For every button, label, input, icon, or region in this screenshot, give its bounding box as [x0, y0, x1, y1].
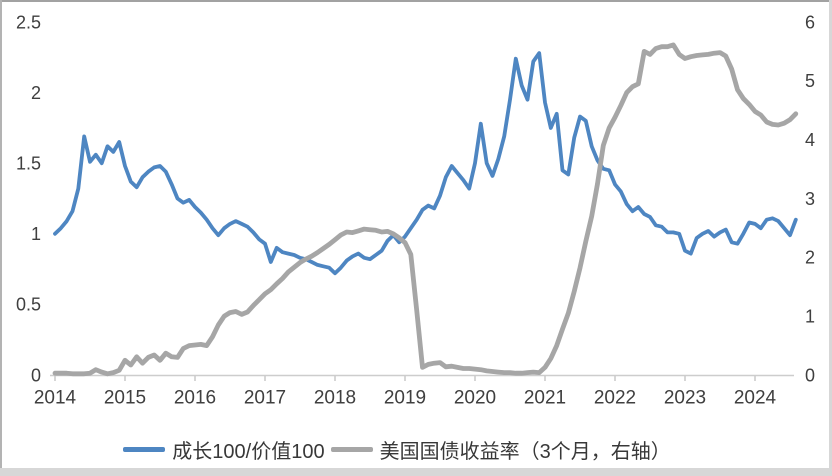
left-axis-labels: 0 0.5 1 1.5 2 2.5 [16, 12, 41, 385]
left-axis-tick-label: 0.5 [16, 295, 41, 315]
right-axis-tick-label: 0 [805, 365, 815, 385]
right-axis-tick-label: 3 [805, 189, 815, 209]
legend-item-treasury-yield: 美国国债收益率（3个月，右轴） [330, 435, 671, 464]
right-axis-tick-label: 4 [805, 130, 815, 150]
treasury-yield-line [52, 42, 799, 377]
legend-item-growth-value-ratio: 成长100/价值100 [123, 435, 325, 464]
x-axis-tick-marks [54, 376, 756, 381]
legend-label-growth-value-ratio: 成长100/价值100 [172, 440, 325, 463]
x-axis-tick-label: 2017 [244, 388, 286, 409]
right-axis-tick-label: 6 [805, 12, 815, 32]
right-axis-labels: 0 1 2 3 4 5 6 [805, 12, 815, 385]
growth-value-ratio-line [53, 51, 798, 276]
left-axis-tick-label: 0 [31, 365, 41, 385]
x-axis-tick-label: 2016 [174, 388, 216, 409]
x-axis-tick-label: 2015 [104, 388, 146, 409]
frame-bottom-bar [0, 468, 832, 476]
left-axis-tick-label: 2 [31, 83, 41, 103]
chart-legend: 成长100/价值100 美国国债收益率（3个月，右轴） [0, 433, 813, 465]
x-axis-tick-label: 2020 [454, 388, 496, 409]
right-axis-tick-label: 2 [805, 248, 815, 268]
left-axis-tick-label: 1 [31, 224, 41, 244]
right-axis-tick-label: 1 [805, 306, 815, 326]
x-axis-tick-label: 2018 [314, 388, 356, 409]
frame-border-top [0, 0, 832, 2]
frame-border-left [0, 0, 2, 476]
x-axis-labels: 2014 2015 2016 2017 2018 2019 2020 2021 2022 2023… [34, 388, 777, 409]
x-axis-tick-label: 2019 [384, 388, 426, 409]
left-axis-tick-label: 1.5 [16, 154, 41, 174]
left-axis-tick-label: 2.5 [16, 12, 41, 32]
right-axis-tick-label: 5 [805, 71, 815, 91]
legend-label-treasury-yield: 美国国债收益率（3个月，右轴） [379, 440, 671, 463]
x-axis-tick-label: 2022 [594, 388, 636, 409]
x-axis-tick-label: 2024 [734, 388, 777, 409]
x-axis-tick-label: 2023 [664, 388, 706, 409]
x-axis-tick-label: 2014 [34, 388, 77, 409]
legend-swatch-growth-value-ratio [123, 446, 166, 452]
x-axis-tick-label: 2021 [524, 388, 566, 409]
frame-border-right [829, 0, 832, 476]
legend-swatch-treasury-yield [330, 446, 373, 452]
